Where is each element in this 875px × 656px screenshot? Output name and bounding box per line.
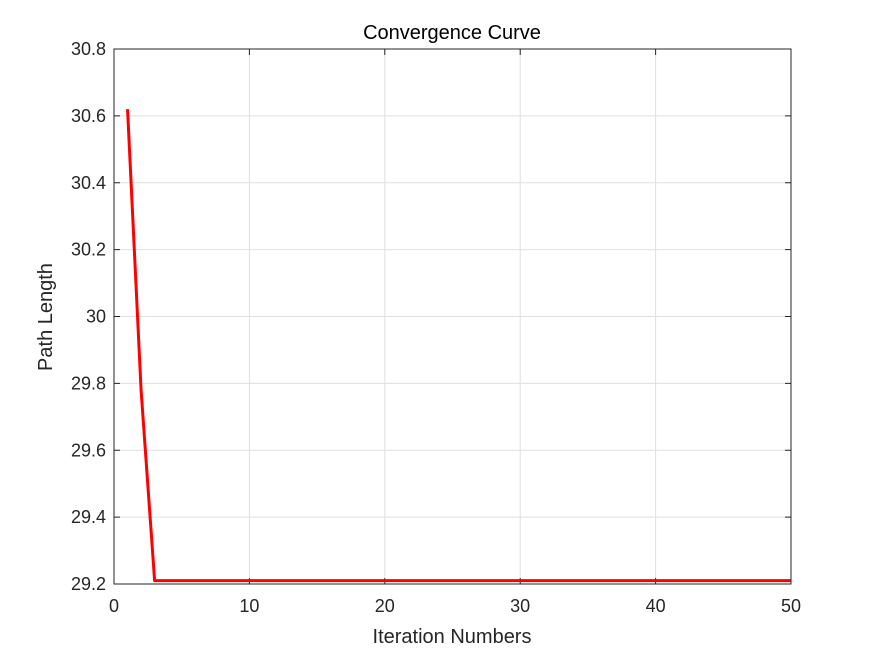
x-tick-label: 50	[781, 596, 801, 616]
axes-box	[113, 48, 792, 585]
x-tick-label: 20	[375, 596, 395, 616]
y-tick-label: 30.2	[71, 240, 106, 260]
y-tick-label: 29.2	[71, 574, 106, 594]
x-tick-label: 0	[109, 596, 119, 616]
series-layer	[126, 109, 791, 583]
series-line	[126, 109, 791, 583]
x-tick-labels: 0 10 20 30 40 50	[109, 596, 801, 616]
y-tick-label: 29.8	[71, 373, 106, 393]
x-tick-label: 30	[510, 596, 530, 616]
y-tick-label: 30.6	[71, 106, 106, 126]
x-tick-label: 40	[646, 596, 666, 616]
y-axis-title: Path Length	[35, 263, 57, 371]
y-tick-label: 29.6	[71, 440, 106, 460]
x-tick-label: 10	[239, 596, 259, 616]
y-tick-label: 30.8	[71, 39, 106, 59]
y-tick-label: 30.4	[71, 173, 106, 193]
y-tick-label: 29.4	[71, 507, 106, 527]
x-axis-title: Iteration Numbers	[373, 626, 532, 648]
chart-title: Convergence Curve	[363, 22, 541, 44]
y-tick-label: 30	[86, 307, 106, 327]
y-tick-labels: 29.2 29.4 29.6 29.8 30 30.2 30.4 30.6 30.8	[71, 39, 106, 594]
